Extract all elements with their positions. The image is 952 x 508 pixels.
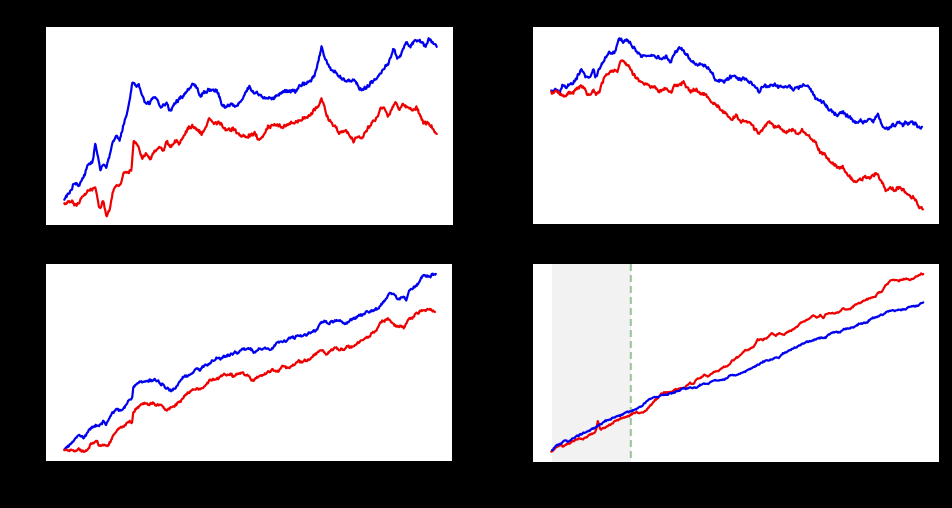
blue-series: [551, 301, 925, 452]
red-series: [63, 307, 436, 454]
chart-panel-top-left: [46, 27, 453, 225]
blue-series: [550, 37, 923, 131]
chart-panel-bottom-left: [46, 264, 452, 461]
chart-panel-top-right: [533, 27, 939, 224]
blue-series: [63, 37, 438, 201]
plot-area: [46, 264, 452, 461]
red-series: [63, 97, 438, 218]
plot-area: [533, 27, 939, 224]
red-series: [550, 272, 925, 453]
blue-series: [63, 272, 437, 451]
red-series: [550, 59, 924, 211]
shaded-region: [552, 264, 631, 462]
chart-panel-bottom-right: [533, 264, 939, 462]
